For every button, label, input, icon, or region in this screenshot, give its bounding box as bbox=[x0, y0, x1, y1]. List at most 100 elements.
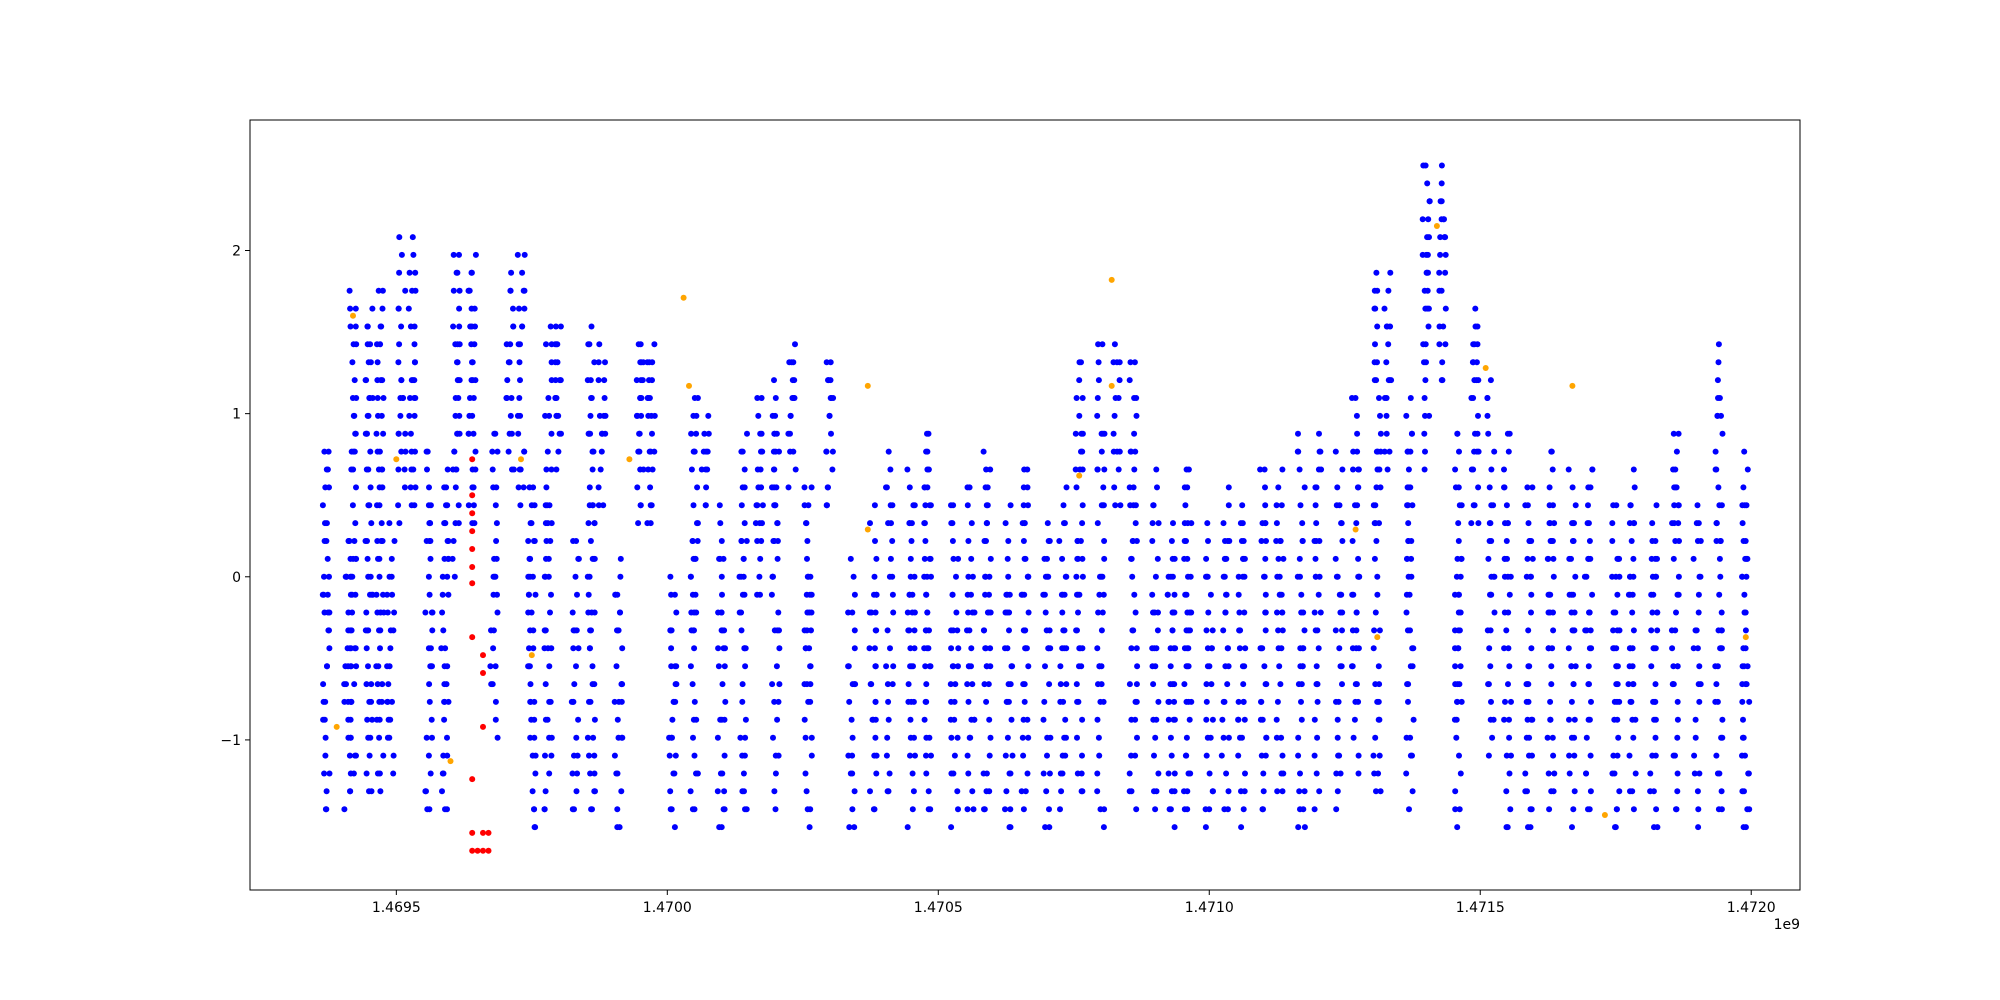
data-point bbox=[1529, 484, 1536, 491]
data-point bbox=[488, 681, 495, 688]
y-tick-label: 2 bbox=[232, 244, 241, 260]
data-point bbox=[1408, 538, 1415, 544]
data-point bbox=[1741, 663, 1748, 670]
data-point bbox=[1079, 502, 1086, 509]
data-point bbox=[1316, 430, 1322, 437]
data-point bbox=[1408, 430, 1415, 437]
data-point bbox=[906, 484, 913, 491]
data-point bbox=[530, 484, 537, 491]
data-point bbox=[352, 520, 359, 527]
outlier-point bbox=[480, 652, 486, 659]
data-point bbox=[587, 538, 594, 544]
data-point bbox=[906, 591, 913, 598]
data-point bbox=[803, 591, 810, 598]
data-point bbox=[541, 645, 548, 652]
data-point bbox=[412, 269, 419, 276]
data-point bbox=[1548, 663, 1555, 670]
data-point bbox=[1587, 627, 1594, 634]
data-point bbox=[1295, 752, 1302, 759]
data-point bbox=[1372, 502, 1379, 509]
data-point bbox=[1186, 716, 1193, 723]
data-point bbox=[1371, 555, 1378, 562]
data-point bbox=[690, 734, 696, 741]
data-point bbox=[1616, 627, 1623, 634]
data-point bbox=[772, 770, 779, 777]
data-point bbox=[1334, 716, 1341, 723]
data-point bbox=[1407, 448, 1414, 455]
data-point bbox=[1625, 591, 1632, 598]
data-point bbox=[923, 698, 930, 705]
data-point bbox=[456, 341, 463, 348]
data-point bbox=[701, 430, 708, 437]
data-point bbox=[585, 609, 592, 616]
data-point bbox=[390, 770, 397, 777]
data-point bbox=[1486, 484, 1493, 491]
data-point bbox=[1583, 734, 1590, 741]
data-point bbox=[1046, 681, 1053, 688]
data-point bbox=[1074, 770, 1081, 777]
data-point bbox=[516, 359, 523, 366]
data-point bbox=[379, 484, 386, 491]
data-point bbox=[326, 770, 333, 777]
data-point bbox=[1488, 466, 1495, 473]
data-point bbox=[1648, 663, 1655, 670]
outlier-point bbox=[1482, 365, 1489, 371]
data-point bbox=[648, 502, 655, 509]
data-point bbox=[1007, 806, 1014, 813]
data-point bbox=[525, 538, 532, 544]
data-point bbox=[1112, 395, 1119, 401]
points-layer bbox=[319, 162, 1753, 854]
data-point bbox=[351, 645, 358, 652]
data-point bbox=[1005, 573, 1012, 580]
data-point bbox=[1649, 538, 1656, 544]
data-point bbox=[867, 520, 873, 527]
data-point bbox=[402, 430, 409, 437]
data-point bbox=[921, 520, 928, 527]
data-point bbox=[1485, 555, 1492, 562]
data-point bbox=[1654, 609, 1661, 616]
data-point bbox=[488, 627, 494, 634]
data-point bbox=[1504, 520, 1511, 527]
data-point bbox=[691, 448, 698, 455]
data-point bbox=[719, 681, 726, 688]
data-point bbox=[363, 609, 370, 616]
data-point bbox=[1524, 555, 1531, 562]
data-point bbox=[984, 484, 991, 491]
data-point bbox=[911, 627, 918, 634]
data-point bbox=[363, 770, 370, 777]
data-point bbox=[396, 520, 403, 527]
data-point bbox=[1202, 824, 1209, 831]
data-point bbox=[1745, 770, 1752, 777]
data-point bbox=[1456, 448, 1462, 455]
data-point bbox=[365, 663, 371, 670]
data-point bbox=[1132, 520, 1139, 527]
data-point bbox=[1610, 609, 1617, 616]
data-point bbox=[1712, 663, 1719, 670]
data-point bbox=[1241, 716, 1248, 723]
data-point bbox=[889, 502, 896, 509]
data-point bbox=[1525, 698, 1532, 705]
data-point bbox=[546, 770, 553, 777]
data-point bbox=[450, 323, 457, 330]
data-point bbox=[871, 806, 878, 813]
data-point bbox=[1373, 788, 1379, 795]
data-point bbox=[515, 430, 522, 437]
data-point bbox=[321, 448, 328, 455]
data-point bbox=[867, 681, 874, 688]
data-point bbox=[969, 573, 976, 580]
data-point bbox=[615, 627, 622, 634]
data-point bbox=[1547, 716, 1554, 723]
data-point bbox=[1350, 466, 1356, 473]
data-point bbox=[1025, 609, 1032, 616]
data-point bbox=[613, 770, 620, 777]
data-point bbox=[601, 377, 608, 384]
data-point bbox=[1096, 752, 1103, 759]
data-point bbox=[1182, 502, 1189, 509]
data-point bbox=[407, 323, 414, 330]
data-point bbox=[546, 502, 553, 509]
data-point bbox=[1403, 412, 1410, 419]
data-point bbox=[1630, 520, 1637, 527]
data-point bbox=[1057, 663, 1064, 670]
data-point bbox=[377, 377, 384, 384]
data-point bbox=[553, 466, 560, 473]
